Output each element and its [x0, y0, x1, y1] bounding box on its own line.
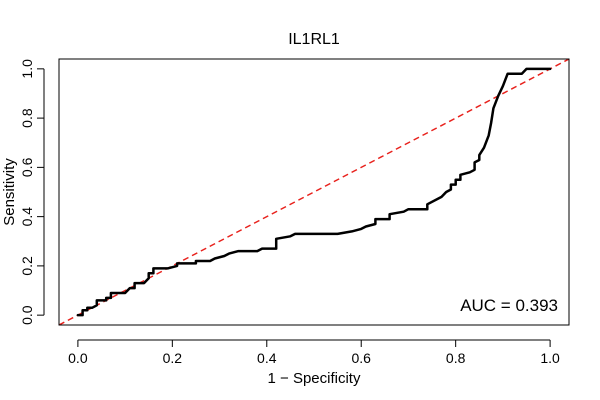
plot-lines	[58, 58, 570, 326]
x-tick-label: 0.2	[163, 350, 183, 366]
axes: 0.0 0.2 0.4 0.6 0.8 1.0 0.0 0.2 0.4 0.6 0.8 1.0	[19, 59, 560, 366]
x-tick-label: 1.0	[540, 350, 560, 366]
y-tick-label: 0.8	[19, 108, 35, 128]
auc-annotation: AUC = 0.393	[460, 296, 558, 315]
y-tick-label: 0.4	[19, 207, 35, 227]
plot-frame	[58, 58, 570, 326]
y-tick-label: 0.6	[19, 157, 35, 177]
chart-title: IL1RL1	[288, 31, 340, 48]
x-tick-label: 0.0	[68, 350, 88, 366]
y-axis-label: Sensitivity	[1, 158, 18, 226]
x-tick-label: 0.4	[257, 350, 277, 366]
y-tick-label: 0.2	[19, 256, 35, 276]
y-tick-label: 0.0	[19, 305, 35, 325]
roc-curve-line	[76, 67, 552, 317]
chance-diagonal-line	[58, 58, 570, 326]
y-tick-label: 1.0	[19, 59, 35, 79]
x-axis-label: 1 − Specificity	[268, 370, 361, 387]
x-tick-label: 0.8	[446, 350, 466, 366]
x-tick-label: 0.6	[351, 350, 371, 366]
